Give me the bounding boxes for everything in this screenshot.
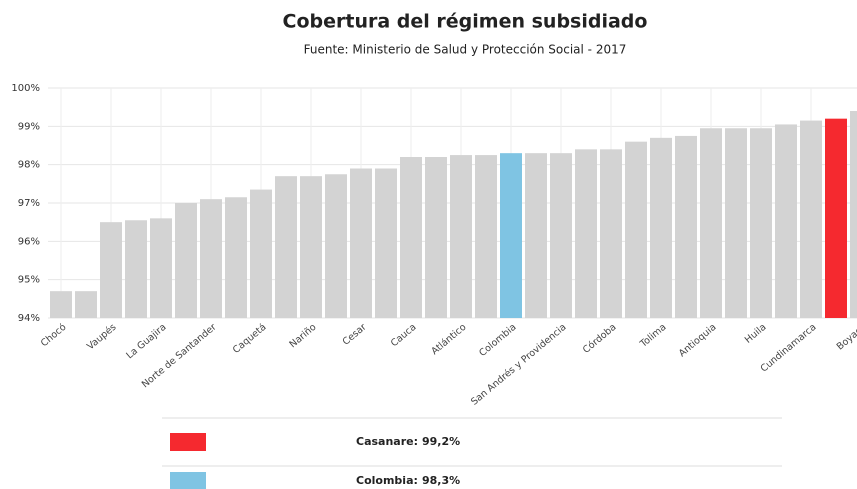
- bar: [625, 141, 647, 318]
- x-tick-label: Colombia: [477, 322, 518, 359]
- bar: [150, 218, 172, 318]
- y-tick-label: 99%: [18, 121, 40, 132]
- bar: [425, 157, 447, 318]
- x-tick-label: San Andrés y Providencia: [469, 322, 568, 408]
- bar: [650, 137, 672, 318]
- y-tick-label: 94%: [18, 313, 40, 324]
- bar: [675, 135, 697, 318]
- x-tick-label: Vaupés: [85, 322, 118, 353]
- legend-swatch: [170, 433, 206, 451]
- y-tick-label: 96%: [18, 236, 40, 247]
- bar: [375, 168, 397, 318]
- bar: [200, 199, 222, 318]
- x-tick-label: Antioquia: [677, 322, 719, 359]
- x-tick-label: Chocó: [39, 322, 69, 350]
- chart-subtitle: Fuente: Ministerio de Salud y Protección…: [304, 43, 627, 57]
- legend-swatch: [170, 472, 206, 489]
- legend-value: 99,2%: [422, 435, 460, 448]
- legend-label: Casanare:: [356, 435, 418, 448]
- bar: [800, 120, 822, 318]
- x-tick-label: Tolima: [637, 322, 668, 351]
- y-tick-label: 97%: [18, 198, 40, 209]
- bar: [700, 128, 722, 318]
- bar: [125, 220, 147, 318]
- bar: [325, 174, 347, 318]
- x-tick-label: Nariño: [287, 322, 318, 351]
- bar: [475, 155, 497, 318]
- bar: [300, 176, 322, 318]
- bar: [575, 149, 597, 318]
- legend-label: Colombia:: [356, 474, 418, 487]
- bar: [550, 153, 572, 318]
- x-tick-label: Atlántico: [429, 322, 468, 358]
- bar: [750, 128, 772, 318]
- bar: [250, 189, 272, 318]
- bar: [275, 176, 297, 318]
- x-tick-label: Cauca: [389, 322, 419, 349]
- bar: [600, 149, 622, 318]
- bar: [725, 128, 747, 318]
- bar: [225, 197, 247, 318]
- x-tick-label: Cesar: [341, 322, 369, 348]
- bar: [100, 222, 122, 318]
- x-tick-label: Caquetá: [231, 322, 269, 356]
- bar: [500, 153, 522, 318]
- bar: [175, 203, 197, 318]
- chart-title: Cobertura del régimen subsidiado: [283, 11, 648, 33]
- x-tick-label: La Guajira: [124, 322, 168, 362]
- bar: [400, 157, 422, 318]
- y-tick-label: 95%: [18, 275, 40, 286]
- x-tick-label: Huila: [743, 322, 769, 346]
- x-tick-label: Boyacá: [835, 322, 857, 353]
- bar: [75, 291, 97, 318]
- bar: [825, 118, 847, 319]
- x-tick-label: Córdoba: [581, 322, 619, 356]
- bar: [350, 168, 372, 318]
- bar: [775, 124, 797, 319]
- bar: [450, 155, 472, 318]
- bar: [50, 291, 72, 318]
- y-tick-label: 98%: [18, 160, 40, 171]
- legend-value: 98,3%: [422, 474, 460, 487]
- bar: [850, 111, 857, 318]
- bar: [525, 153, 547, 318]
- y-tick-label: 100%: [11, 83, 40, 94]
